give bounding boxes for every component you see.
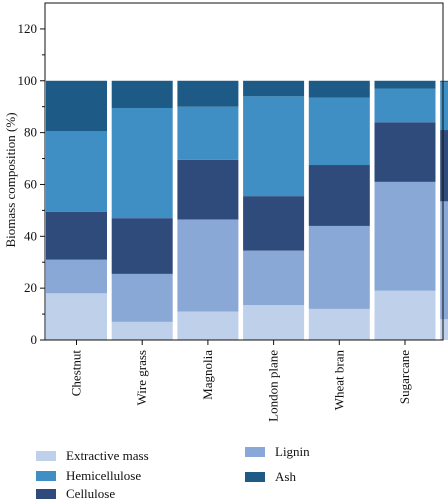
y-axis: 0 20 40 60 80 100 120 xyxy=(18,21,46,347)
y-tick-label: 80 xyxy=(24,125,37,140)
bar-segment xyxy=(440,201,448,319)
bar-segment xyxy=(112,322,173,340)
bar-segment xyxy=(46,81,107,132)
bar-segment xyxy=(375,182,436,291)
bar-segment xyxy=(243,196,304,250)
bar-segment xyxy=(177,107,238,160)
bar-segment xyxy=(309,81,370,98)
bar-segment xyxy=(177,219,238,311)
bar-segment xyxy=(46,260,107,294)
bar-segment xyxy=(440,319,448,340)
bar-segment xyxy=(309,98,370,165)
y-tick-label: 0 xyxy=(31,332,38,347)
legend-item-lignin: Lignin xyxy=(245,444,310,460)
legend-swatch xyxy=(36,451,56,461)
legend-swatch xyxy=(36,471,56,481)
legend-swatch xyxy=(245,472,265,482)
bar-segment xyxy=(375,291,436,340)
y-axis-title: Biomass composition (%) xyxy=(3,112,18,247)
bar-segment xyxy=(243,305,304,340)
bar-segment xyxy=(375,89,436,123)
x-tick-label: London plane xyxy=(266,350,281,422)
legend-swatch xyxy=(245,447,265,457)
bar-segment xyxy=(112,108,173,218)
bar-segment xyxy=(440,82,448,130)
bar-segment xyxy=(112,81,173,108)
legend-item-extractive-mass: Extractive mass xyxy=(36,448,149,464)
x-axis: Chestnut Wire grass Magnolia London plane Wh… xyxy=(69,340,448,422)
legend-swatch xyxy=(36,489,56,499)
bar-segment xyxy=(46,212,107,260)
y-tick-label: 40 xyxy=(24,228,37,243)
bar-segment xyxy=(440,81,448,82)
bar-segment xyxy=(309,165,370,226)
legend-label: Hemicellulose xyxy=(66,468,141,484)
legend-item-hemicellulose: Hemicellulose xyxy=(36,468,141,484)
legend-label: Ash xyxy=(275,469,296,485)
bar-segment xyxy=(243,96,304,196)
bar-segment xyxy=(46,293,107,340)
x-tick-label: Sugarcane xyxy=(397,350,412,404)
bar-segment xyxy=(112,218,173,274)
bar-segment xyxy=(46,131,107,211)
y-tick-label: 120 xyxy=(18,21,38,36)
y-tick-label: 20 xyxy=(24,280,37,295)
bar-segment xyxy=(112,274,173,322)
x-tick-label: Magnolia xyxy=(200,350,215,400)
bar-segment xyxy=(309,309,370,340)
bar-segment xyxy=(243,251,304,305)
bar-segment xyxy=(375,122,436,182)
bar-segment xyxy=(375,81,436,89)
bar-segment xyxy=(177,160,238,220)
legend-item-ash: Ash xyxy=(245,469,296,485)
bar-segment xyxy=(177,81,238,107)
bar-segment xyxy=(440,130,448,201)
y-tick-label: 60 xyxy=(24,176,37,191)
bar-segment xyxy=(243,81,304,97)
legend-label: Lignin xyxy=(275,444,310,460)
legend-label: Extractive mass xyxy=(66,448,149,464)
legend: Extractive mass Lignin Hemicellulose Ash… xyxy=(0,440,448,500)
x-tick-label: Wheat bran xyxy=(331,350,346,411)
bars-group xyxy=(46,81,448,340)
bar-segment xyxy=(309,226,370,309)
bar-segment xyxy=(177,311,238,340)
x-tick-label: Wire grass xyxy=(134,350,149,405)
y-tick-label: 100 xyxy=(18,73,38,88)
x-tick-label: Chestnut xyxy=(69,350,84,397)
stacked-bar-chart: Biomass composition (%) 020406080100120 … xyxy=(0,0,448,440)
